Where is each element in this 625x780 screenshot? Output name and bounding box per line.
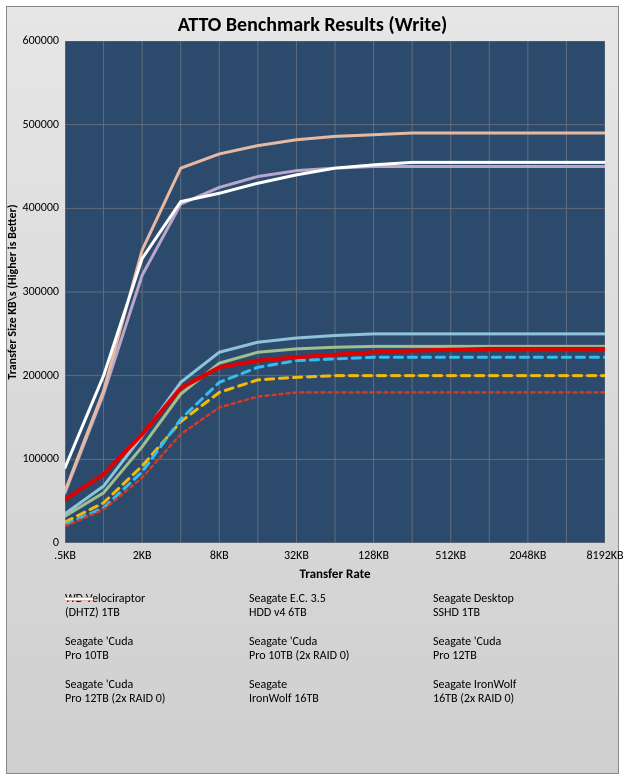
x-tick-label: 2KB [133, 543, 152, 563]
legend-label-line: Seagate E.C. 3.5 [249, 592, 326, 606]
legend-label-line: Seagate 'Cuda [249, 635, 349, 649]
legend-label: Seagate IronWolf16TB (2x RAID 0) [433, 678, 516, 707]
legend-label-line: HDD v4 6TB [249, 606, 326, 620]
legend-label-line: Seagate IronWolf [433, 678, 516, 692]
y-tick-label: 100000 [23, 452, 66, 466]
legend-item: Seagate 'CudaPro 12TB [433, 635, 605, 664]
x-tick-label: .5KB [54, 543, 76, 563]
y-tick-label: 300000 [23, 285, 66, 299]
legend-item: Seagate IronWolf16TB (2x RAID 0) [433, 678, 605, 707]
legend-item: Seagate E.C. 3.5HDD v4 6TB [249, 592, 421, 621]
legend-label-line: 16TB (2x RAID 0) [433, 692, 516, 706]
y-tick-label: 600000 [23, 34, 66, 48]
legend-label: Seagate DesktopSSHD 1TB [433, 592, 514, 621]
legend-item: Seagate DesktopSSHD 1TB [433, 592, 605, 621]
y-tick-label: 400000 [23, 201, 66, 215]
plot-svg [65, 41, 605, 543]
x-axis-title: Transfer Rate [299, 567, 370, 582]
legend-label-line: Seagate [249, 678, 319, 692]
legend-label-line: Pro 10TB [65, 649, 133, 663]
plot-area: 0100000200000300000400000500000600000.5K… [65, 41, 605, 543]
legend-label-line: Pro 10TB (2x RAID 0) [249, 649, 349, 663]
legend-label: Seagate 'CudaPro 10TB (2x RAID 0) [249, 635, 349, 664]
legend-label-line: Seagate 'Cuda [65, 635, 133, 649]
legend-label-line: IronWolf 16TB [249, 692, 319, 706]
legend-label: Seagate 'CudaPro 12TB [433, 635, 501, 664]
legend-label-line: SSHD 1TB [433, 606, 514, 620]
legend-item: SeagateIronWolf 16TB [249, 678, 421, 707]
legend-label: Seagate 'CudaPro 12TB (2x RAID 0) [65, 678, 165, 707]
legend-label-line: Seagate 'Cuda [433, 635, 501, 649]
legend-swatch [65, 592, 93, 606]
legend-label: Seagate 'CudaPro 10TB [65, 635, 133, 664]
legend-label-line: Seagate Desktop [433, 592, 514, 606]
legend: WD Velociraptor(DHTZ) 1TBSeagate E.C. 3.… [65, 592, 605, 706]
legend-label-line: Pro 12TB (2x RAID 0) [65, 692, 165, 706]
legend-label-line: Seagate 'Cuda [65, 678, 165, 692]
legend-label-line: (DHTZ) 1TB [65, 606, 145, 620]
legend-item: Seagate 'CudaPro 12TB (2x RAID 0) [65, 678, 237, 707]
x-tick-label: 2048KB [509, 543, 546, 563]
x-tick-label: 128KB [358, 543, 389, 563]
legend-label: SeagateIronWolf 16TB [249, 678, 319, 707]
legend-label: Seagate E.C. 3.5HDD v4 6TB [249, 592, 326, 621]
chart-frame: ATTO Benchmark Results (Write) 010000020… [6, 6, 619, 774]
legend-item: Seagate 'CudaPro 10TB [65, 635, 237, 664]
legend-item: Seagate 'CudaPro 10TB (2x RAID 0) [249, 635, 421, 664]
x-tick-label: 8192KB [586, 543, 623, 563]
chart-outer: ATTO Benchmark Results (Write) 010000020… [0, 0, 625, 780]
x-tick-label: 8KB [210, 543, 229, 563]
x-tick-label: 32KB [284, 543, 309, 563]
x-tick-label: 512KB [435, 543, 466, 563]
legend-label-line: Pro 12TB [433, 649, 501, 663]
y-tick-label: 200000 [23, 369, 66, 383]
y-tick-label: 500000 [23, 118, 66, 132]
chart-title: ATTO Benchmark Results (Write) [7, 7, 618, 37]
y-axis-title: Transfer Size KB\s (Higher is Better) [6, 204, 20, 379]
